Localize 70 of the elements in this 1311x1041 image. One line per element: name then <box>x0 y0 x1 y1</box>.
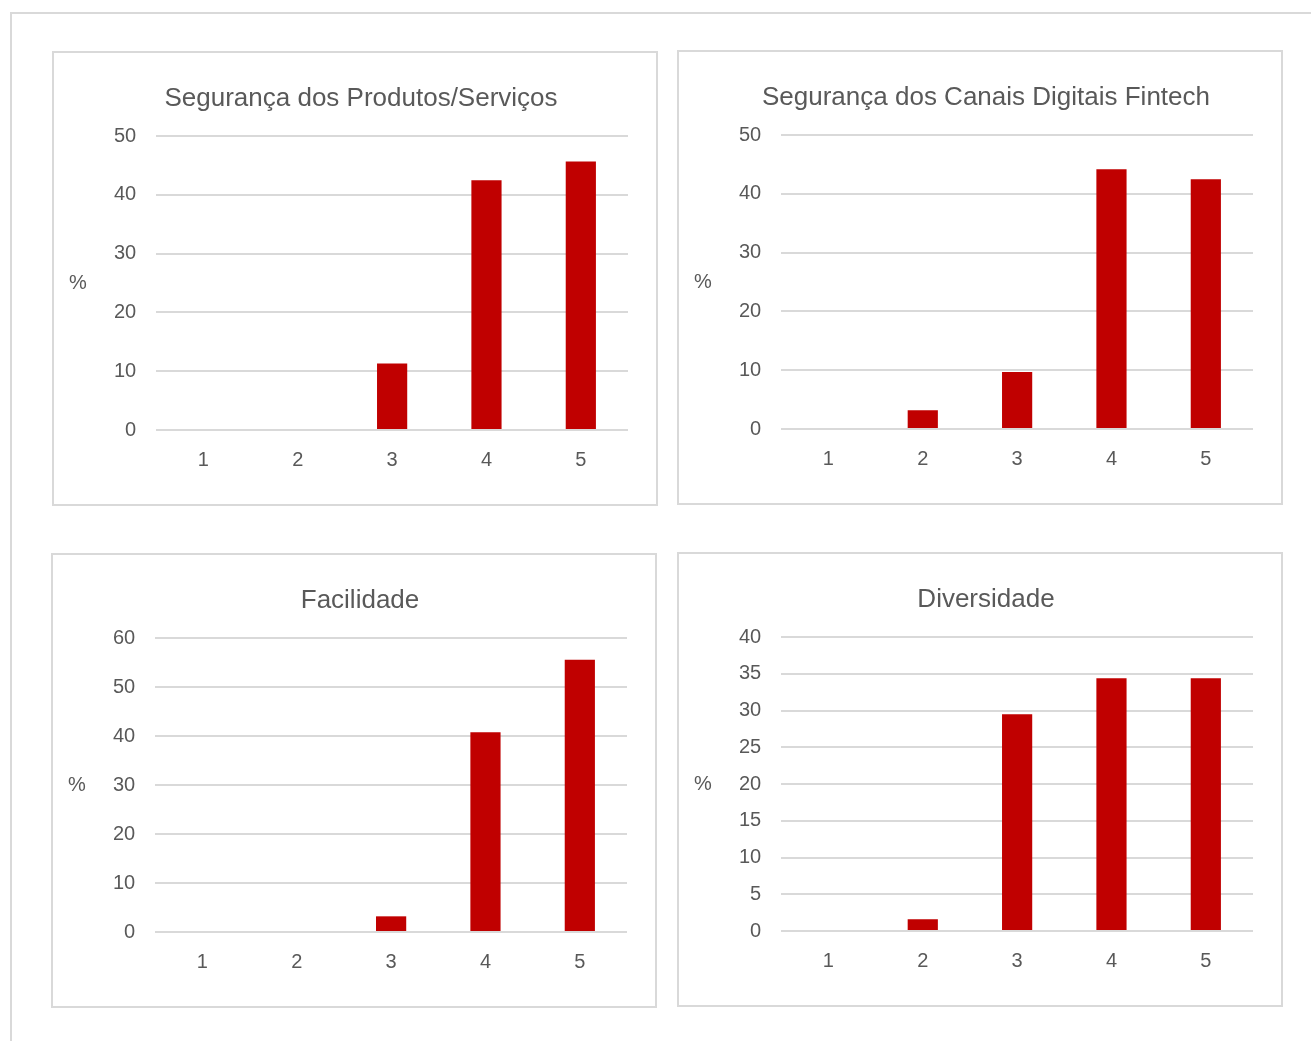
y-tick-label: 30 <box>113 772 136 795</box>
x-tick-label: 5 <box>1200 948 1212 971</box>
x-tick-label: 3 <box>1011 446 1023 469</box>
y-tick-label: 0 <box>125 417 137 440</box>
x-tick-label: 1 <box>196 949 208 972</box>
y-tick-label: 10 <box>113 870 136 893</box>
bar <box>1190 179 1221 428</box>
chart-title: Segurança dos Canais Digitais Fintech <box>761 80 1211 111</box>
bar <box>907 919 938 930</box>
y-tick-label: 10 <box>739 845 762 868</box>
y-tick-label: 20 <box>114 300 137 322</box>
y-axis-title: % <box>694 269 713 292</box>
y-tick-label: 40 <box>739 181 762 204</box>
bar <box>564 659 595 931</box>
y-axis-title: % <box>68 772 87 795</box>
bar <box>471 180 502 429</box>
y-tick-label: 50 <box>113 674 136 697</box>
y-tick-label: 25 <box>739 734 762 757</box>
chart-title: Facilidade <box>300 583 420 614</box>
bar <box>1096 169 1127 428</box>
x-tick-label: 2 <box>917 948 929 971</box>
x-tick-label: 4 <box>479 949 492 972</box>
y-tick-label: 10 <box>739 357 762 380</box>
y-tick-label: 0 <box>750 416 762 439</box>
y-tick-label: 30 <box>739 698 762 721</box>
y-tick-label: 50 <box>739 122 762 145</box>
y-tick-label: 50 <box>114 123 137 146</box>
bar <box>1002 372 1033 428</box>
y-tick-label: 20 <box>113 821 136 844</box>
y-tick-label: 10 <box>114 358 137 381</box>
x-tick-label: 5 <box>575 447 587 470</box>
y-axis-title: % <box>69 270 88 293</box>
x-tick-label: 3 <box>1011 948 1023 971</box>
x-tick-label: 1 <box>197 447 209 470</box>
x-tick-label: 4 <box>1105 948 1118 971</box>
x-tick-label: 2 <box>917 446 929 469</box>
bar <box>907 410 938 428</box>
chart-title: Diversidade <box>917 582 1055 613</box>
bar <box>1096 678 1127 930</box>
y-tick-label: 60 <box>113 625 136 648</box>
y-tick-label: 40 <box>114 182 137 205</box>
bar <box>1190 678 1221 930</box>
y-tick-label: 35 <box>739 661 762 684</box>
chart-title: Segurança dos Produtos/Serviços <box>164 81 558 112</box>
bar <box>376 916 407 931</box>
y-tick-label: 20 <box>739 299 762 321</box>
x-tick-label: 2 <box>292 447 304 470</box>
bar <box>377 363 408 429</box>
bar <box>1002 714 1033 930</box>
y-tick-label: 40 <box>739 624 762 647</box>
y-axis-title: % <box>694 771 713 794</box>
y-tick-label: 0 <box>750 918 762 941</box>
y-tick-label: 15 <box>739 808 762 831</box>
y-tick-label: 30 <box>114 241 137 264</box>
y-tick-label: 20 <box>739 771 762 794</box>
x-tick-label: 5 <box>1200 446 1212 469</box>
x-tick-label: 3 <box>386 447 398 470</box>
bar <box>565 161 596 429</box>
x-tick-label: 4 <box>1105 446 1118 469</box>
x-tick-label: 1 <box>822 446 834 469</box>
bar <box>470 732 501 931</box>
x-tick-label: 2 <box>291 949 303 972</box>
x-tick-label: 3 <box>385 949 397 972</box>
y-tick-label: 0 <box>124 919 136 942</box>
x-tick-label: 4 <box>480 447 493 470</box>
y-tick-label: 30 <box>739 240 762 263</box>
x-tick-label: 5 <box>574 949 586 972</box>
y-tick-label: 5 <box>750 881 762 904</box>
x-tick-label: 1 <box>822 948 834 971</box>
y-tick-label: 40 <box>113 723 136 746</box>
